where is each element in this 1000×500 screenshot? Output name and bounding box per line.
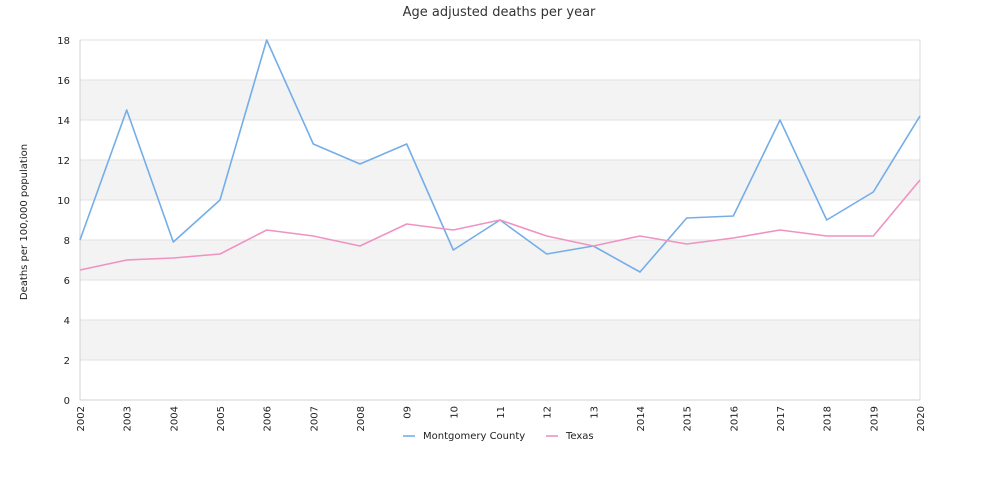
series-line-texas (79, 179, 921, 271)
y-axis-ticks: 0 2 4 6 8 10 12 14 16 18 (57, 36, 70, 407)
y-tick-label: 14 (57, 116, 70, 127)
x-tick-label: 11 (496, 406, 507, 419)
y-tick-label: 0 (64, 396, 70, 407)
y-tick-label: 12 (57, 156, 70, 167)
x-tick-label: 2006 (263, 406, 274, 431)
x-tick-label: 2020 (916, 406, 927, 431)
legend-label: Texas (565, 431, 594, 442)
y-tick-label: 18 (57, 36, 70, 47)
x-tick-label: 2018 (823, 406, 834, 431)
x-tick-label: 2002 (76, 406, 87, 431)
grid-band (80, 120, 920, 160)
x-tick-label: 10 (449, 406, 460, 419)
grid-band (80, 240, 920, 280)
legend-item[interactable]: Montgomery County (403, 431, 525, 442)
x-tick-label: 09 (403, 406, 414, 419)
y-tick-label: 16 (57, 76, 70, 87)
x-tick-label: 2014 (636, 406, 647, 431)
y-tick-label: 4 (64, 316, 70, 327)
x-tick-label: 12 (543, 406, 554, 419)
y-tick-label: 8 (64, 236, 70, 247)
grid-band (80, 40, 920, 80)
legend-label: Montgomery County (423, 431, 525, 442)
x-tick-label: 13 (589, 406, 600, 419)
x-tick-label: 2003 (123, 406, 134, 431)
grid-band (80, 280, 920, 320)
y-axis-label: Deaths per 100,000 population (19, 144, 30, 300)
x-axis-ticks: 2002 2003 2004 2005 2006 2007 2008 09 10 11 12 13 20… (76, 406, 927, 431)
series-lines (79, 39, 921, 273)
grid-band (80, 360, 920, 400)
grid-band (80, 160, 920, 200)
x-tick-label: 2017 (776, 406, 787, 431)
y-tick-label: 2 (64, 356, 70, 367)
chart-title: Age adjusted deaths per year (403, 5, 596, 20)
plot-area (79, 40, 921, 401)
x-tick-label: 2019 (869, 406, 880, 431)
grid-band (80, 80, 920, 120)
legend-item[interactable]: Texas (546, 431, 594, 442)
x-tick-label: 2008 (356, 406, 367, 431)
x-tick-label: 2016 (729, 406, 740, 431)
x-tick-label: 2015 (683, 406, 694, 431)
y-tick-label: 10 (57, 196, 70, 207)
y-tick-label: 6 (64, 276, 70, 287)
grid-band (80, 320, 920, 360)
x-tick-label: 2004 (169, 406, 180, 431)
legend[interactable]: Montgomery County Texas (403, 431, 594, 442)
x-tick-label: 2005 (216, 406, 227, 431)
x-tick-label: 2007 (309, 406, 320, 431)
